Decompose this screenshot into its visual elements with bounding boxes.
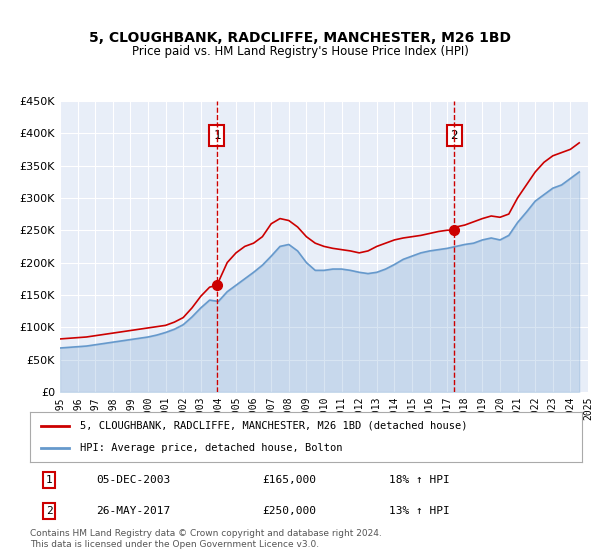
Text: 2: 2	[46, 506, 53, 516]
Text: £250,000: £250,000	[262, 506, 316, 516]
Text: 2: 2	[451, 129, 458, 142]
Text: £165,000: £165,000	[262, 475, 316, 485]
Text: 1: 1	[213, 129, 221, 142]
Text: 13% ↑ HPI: 13% ↑ HPI	[389, 506, 449, 516]
Text: HPI: Average price, detached house, Bolton: HPI: Average price, detached house, Bolt…	[80, 443, 342, 453]
Text: 1: 1	[46, 475, 53, 485]
Text: Contains HM Land Registry data © Crown copyright and database right 2024.
This d: Contains HM Land Registry data © Crown c…	[30, 529, 382, 549]
Text: 18% ↑ HPI: 18% ↑ HPI	[389, 475, 449, 485]
Text: 5, CLOUGHBANK, RADCLIFFE, MANCHESTER, M26 1BD (detached house): 5, CLOUGHBANK, RADCLIFFE, MANCHESTER, M2…	[80, 421, 467, 431]
Text: Price paid vs. HM Land Registry's House Price Index (HPI): Price paid vs. HM Land Registry's House …	[131, 45, 469, 58]
Text: 5, CLOUGHBANK, RADCLIFFE, MANCHESTER, M26 1BD: 5, CLOUGHBANK, RADCLIFFE, MANCHESTER, M2…	[89, 31, 511, 45]
Text: 05-DEC-2003: 05-DEC-2003	[96, 475, 170, 485]
Text: 26-MAY-2017: 26-MAY-2017	[96, 506, 170, 516]
